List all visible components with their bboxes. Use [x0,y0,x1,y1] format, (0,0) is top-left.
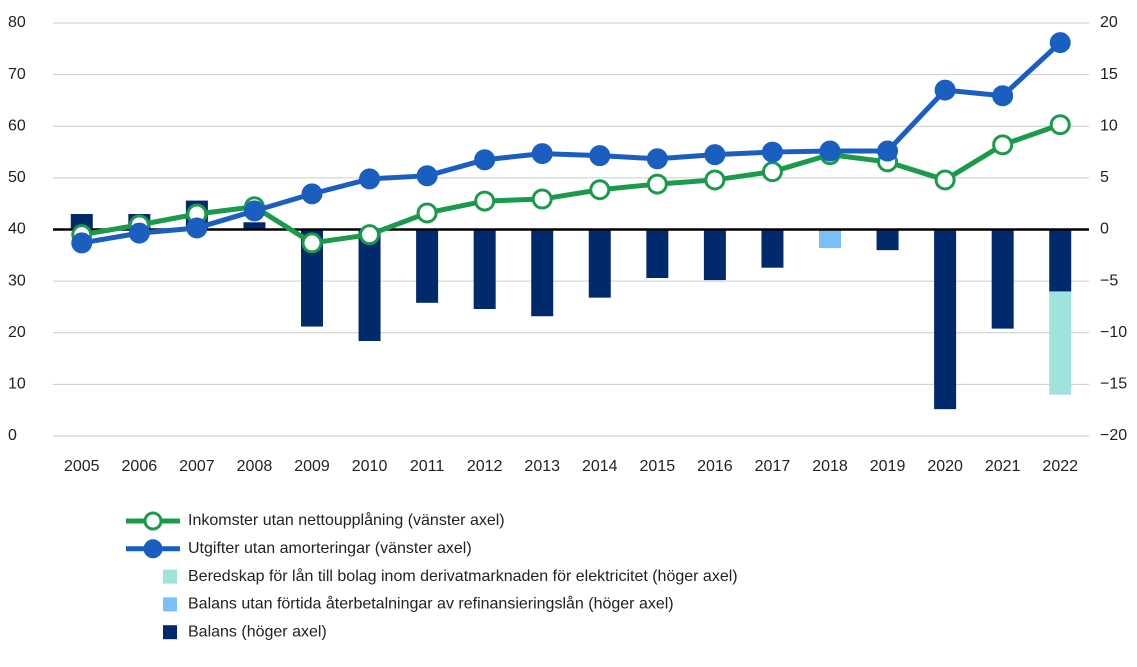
y2-tick-label: −5 [1100,272,1118,289]
x-tick-label: 2016 [697,458,733,475]
x-tick-label: 2022 [1042,458,1078,475]
marker [128,222,150,244]
y-tick-label: 20 [8,324,26,341]
legend-label: Beredskap för lån till bolag inom deriva… [188,567,738,585]
x-tick-label: 2011 [410,458,445,475]
bar [473,229,496,310]
x-tick-label: 2021 [985,458,1021,475]
y-tick-label: 0 [8,427,17,444]
x-tick-label: 2012 [467,458,503,475]
bar [876,229,899,251]
x-tick-label: 2015 [640,458,676,475]
x-tick-label: 2010 [352,458,388,475]
bar [761,229,784,268]
line-series [81,122,1062,246]
bar [588,229,611,298]
marker [992,134,1014,156]
x-tick-label: 2005 [64,458,100,475]
legend-label: Utgifter utan amorteringar (vänster axel… [188,540,472,557]
bar [358,229,381,342]
legend-label: Balans (höger axel) [188,623,327,640]
marker [589,179,611,201]
bar [531,229,554,317]
marker [646,148,668,170]
marker [301,232,323,254]
x-tick-label: 2014 [582,458,618,475]
marker [531,143,553,165]
marker [531,188,553,210]
y2-tick-label: −20 [1100,427,1127,444]
marker [646,173,668,195]
x-tick-label: 2019 [870,458,906,475]
marker [359,168,381,190]
marker [416,202,438,224]
marker [474,190,496,212]
marker [877,140,899,162]
y2-tick-label: 5 [1100,169,1109,186]
bar [991,229,1014,329]
y-tick-label: 80 [8,14,26,31]
x-tick-label: 2013 [524,458,560,475]
bar [70,214,93,230]
x-tick-label: 2006 [122,458,158,475]
legend-label: Inkomster utan nettoupplåning (vänster a… [188,511,505,529]
bar [934,229,957,410]
y-tick-label: 70 [8,66,26,83]
bar [1049,291,1072,395]
y2-tick-label: −10 [1100,324,1127,341]
marker [761,141,783,163]
marker [992,85,1014,107]
x-tick-label: 2007 [179,458,215,475]
marker [1049,32,1071,54]
line-series [81,40,1062,246]
y2-tick-label: 0 [1100,221,1109,238]
marker [416,165,438,187]
marker [186,217,208,239]
bar [1049,229,1072,292]
y2-tick-label: 20 [1100,14,1118,31]
x-tick-label: 2008 [237,458,273,475]
marker [589,145,611,167]
x-tick-label: 2009 [294,458,330,475]
bar [243,222,266,230]
marker [934,169,956,191]
legend-label: Balans utan förtida återbetalningar av r… [188,595,674,613]
marker [1049,114,1071,136]
bar [703,229,726,281]
marker [474,149,496,171]
legend-marker [143,539,163,559]
y2-tick-label: 15 [1100,66,1118,83]
legend-swatch [163,597,177,612]
x-tick-label: 2017 [755,458,791,475]
marker [819,140,841,162]
legend-swatch [163,625,177,640]
y2-tick-label: −15 [1100,376,1127,393]
x-tick-label: 2018 [812,458,848,475]
bar [416,229,439,303]
marker [243,200,265,222]
marker [359,224,381,246]
bar [819,229,841,249]
y-tick-label: 60 [8,117,26,134]
marker [934,79,956,101]
legend-marker [143,511,163,531]
legend-swatch [163,569,177,584]
y-tick-label: 50 [8,169,26,186]
marker [761,161,783,183]
bar [301,229,323,327]
bar [646,229,669,279]
y2-tick-label: 10 [1100,117,1118,134]
y-tick-label: 30 [8,272,26,289]
y-tick-label: 10 [8,376,26,393]
y-tick-label: 40 [8,221,26,238]
marker [301,183,323,205]
marker [704,144,726,166]
marker [71,232,93,254]
x-tick-label: 2020 [927,458,963,475]
marker [704,169,726,191]
